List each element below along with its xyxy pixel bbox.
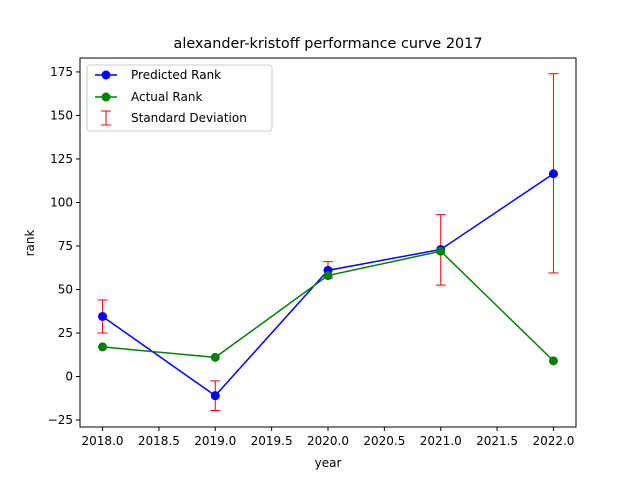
data-point-series-1 [436, 246, 446, 256]
x-tick-label: 2019.0 [194, 434, 236, 448]
x-tick-label: 2020.0 [307, 434, 349, 448]
x-tick-label: 2021.5 [476, 434, 518, 448]
y-tick-label: 0 [65, 370, 73, 384]
x-tick-label: 2018.0 [82, 434, 124, 448]
x-tick-label: 2021.0 [420, 434, 462, 448]
chart-title: alexander-kristoff performance curve 201… [174, 36, 483, 52]
y-tick-label: −25 [48, 413, 73, 427]
y-tick-label: 25 [58, 326, 73, 340]
legend-item-actual-rank: Actual Rank [95, 90, 202, 104]
legend-frame [86, 64, 273, 132]
x-axis-label: year [315, 456, 342, 470]
x-tick-label: 2018.5 [138, 434, 180, 448]
x-tick-label: 2020.5 [363, 434, 405, 448]
y-tick-label: 175 [50, 65, 73, 79]
x-tick-label: 2022.0 [532, 434, 574, 448]
plot-area: 2018.0 2018.5 2019.0 2019.5 2020.0 2020.5 2021… [48, 65, 575, 448]
data-point-series-0 [210, 391, 220, 401]
legend-marker-actual-rank [101, 92, 111, 102]
x-tick-label: 2019.5 [251, 434, 293, 448]
legend-item-predicted-rank: Predicted Rank [95, 68, 221, 82]
legend-label-actual-rank: Actual Rank [131, 90, 202, 104]
legend-label-predicted-rank: Predicted Rank [131, 68, 221, 82]
y-axis-label: rank [23, 230, 37, 257]
legend-item-standard-deviation: Standard Deviation [101, 110, 247, 126]
y-tick-label: 100 [50, 195, 73, 209]
y-tick-label: 150 [50, 108, 73, 122]
y-tick-label: 75 [58, 239, 73, 253]
data-point-series-0 [548, 169, 558, 179]
data-point-series-1 [323, 271, 333, 281]
legend-label-standard-deviation: Standard Deviation [131, 111, 247, 125]
data-point-series-1 [548, 356, 558, 366]
data-point-series-1 [210, 352, 220, 362]
data-point-series-0 [98, 311, 108, 321]
data-point-series-1 [98, 342, 108, 352]
plot-frame [79, 57, 577, 428]
y-tick-label: 50 [58, 282, 73, 296]
legend-marker-predicted-rank [101, 70, 111, 80]
y-tick-label: 125 [50, 152, 73, 166]
legend: Predicted Rank Actual Rank Standard Devi… [86, 64, 273, 132]
